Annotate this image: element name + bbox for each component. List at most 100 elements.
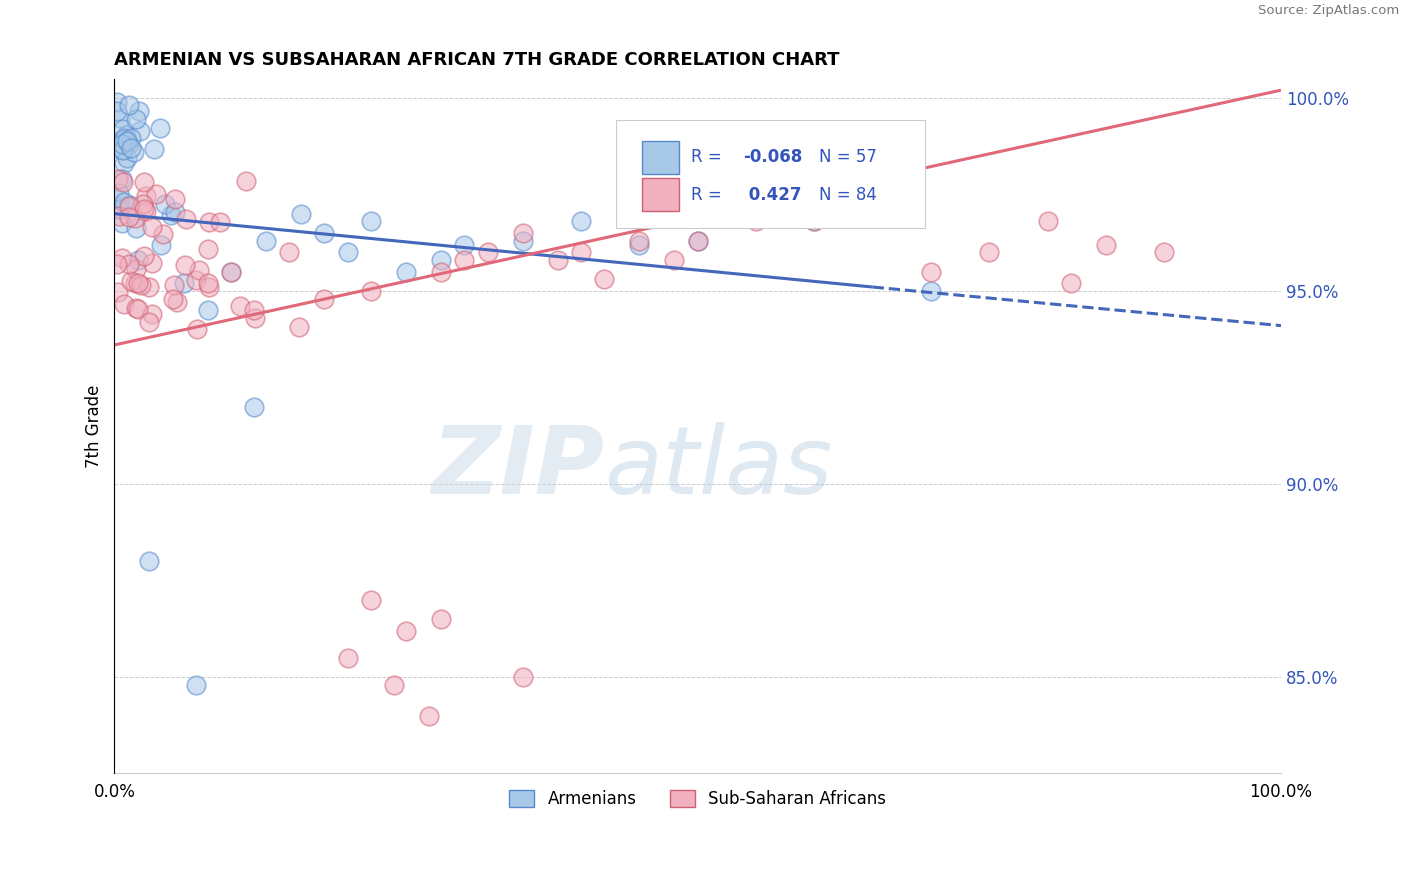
Point — [453, 237, 475, 252]
Point — [107, 285, 129, 299]
Point — [111, 133, 134, 147]
Point — [920, 284, 942, 298]
Point — [628, 234, 651, 248]
Point — [418, 708, 440, 723]
Point — [152, 227, 174, 241]
Point — [132, 249, 155, 263]
Point — [290, 207, 312, 221]
Point — [149, 121, 172, 136]
Point — [118, 210, 141, 224]
Point — [197, 276, 219, 290]
Point — [118, 257, 141, 271]
Point — [184, 678, 207, 692]
Point — [105, 95, 128, 110]
Point — [382, 678, 405, 692]
Text: ARMENIAN VS SUBSAHARAN AFRICAN 7TH GRADE CORRELATION CHART: ARMENIAN VS SUBSAHARAN AFRICAN 7TH GRADE… — [114, 51, 839, 69]
Point — [165, 192, 187, 206]
Point — [862, 207, 884, 221]
Point — [243, 303, 266, 318]
Point — [135, 189, 157, 203]
Point — [107, 199, 129, 213]
Point — [141, 256, 163, 270]
Point — [115, 151, 138, 165]
Point — [141, 308, 163, 322]
Point — [430, 264, 453, 278]
Point — [569, 245, 592, 260]
Point — [118, 199, 141, 213]
Point — [512, 234, 534, 248]
Text: 0.427: 0.427 — [744, 186, 801, 203]
Point — [155, 197, 177, 211]
Point — [803, 214, 825, 228]
Point — [512, 670, 534, 684]
Point — [219, 264, 242, 278]
Point — [395, 264, 418, 278]
Point — [111, 251, 134, 265]
Point — [129, 278, 152, 293]
Point — [245, 310, 267, 325]
Point — [108, 112, 131, 126]
Point — [108, 202, 131, 217]
Point — [745, 214, 768, 228]
Point — [314, 226, 336, 240]
Point — [111, 172, 134, 186]
Point — [128, 124, 150, 138]
Point — [166, 295, 188, 310]
Point — [115, 134, 138, 148]
Point — [145, 187, 167, 202]
Bar — [641, 141, 679, 174]
Point — [111, 143, 134, 157]
Point — [107, 257, 129, 271]
Point — [569, 214, 592, 228]
Point — [197, 242, 219, 256]
Point — [1095, 237, 1118, 252]
Point — [112, 297, 135, 311]
Point — [184, 273, 207, 287]
Point — [1060, 276, 1083, 290]
Point — [125, 262, 148, 277]
Point — [124, 211, 146, 226]
Point — [118, 198, 141, 212]
Point — [138, 554, 160, 568]
Point — [120, 141, 142, 155]
Point — [108, 209, 131, 223]
Point — [127, 252, 149, 267]
Point — [360, 284, 382, 298]
Point — [112, 156, 135, 170]
Point — [186, 322, 208, 336]
Point — [229, 299, 252, 313]
Point — [118, 136, 141, 151]
Point — [125, 221, 148, 235]
Point — [360, 592, 382, 607]
Point — [628, 237, 651, 252]
Point — [1036, 214, 1059, 228]
Point — [278, 245, 301, 260]
Point — [132, 175, 155, 189]
Point — [105, 104, 128, 119]
Point — [198, 215, 221, 229]
Point — [132, 202, 155, 217]
Point — [360, 214, 382, 228]
Point — [132, 196, 155, 211]
Point — [547, 252, 569, 267]
Text: atlas: atlas — [605, 422, 832, 513]
Legend: Armenians, Sub-Saharan Africans: Armenians, Sub-Saharan Africans — [502, 784, 893, 815]
Point — [159, 208, 181, 222]
Point — [664, 252, 686, 267]
Point — [108, 186, 131, 200]
Point — [143, 143, 166, 157]
Point — [135, 204, 157, 219]
Point — [114, 194, 136, 209]
Point — [173, 276, 195, 290]
Text: ZIP: ZIP — [432, 422, 605, 514]
Point — [243, 400, 266, 414]
Text: R =: R = — [690, 186, 727, 203]
Point — [124, 277, 146, 291]
Point — [188, 263, 211, 277]
Point — [127, 301, 149, 316]
Point — [477, 245, 499, 260]
Point — [111, 216, 134, 230]
Point — [453, 252, 475, 267]
Point — [128, 104, 150, 119]
Point — [107, 192, 129, 206]
